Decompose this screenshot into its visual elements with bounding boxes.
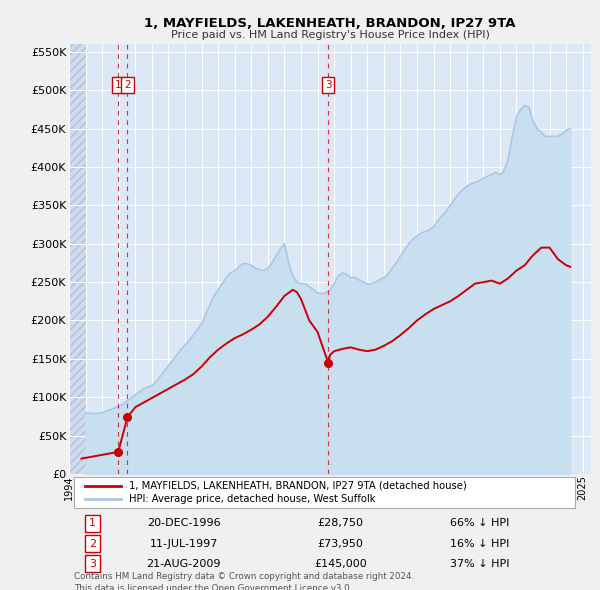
Bar xyxy=(74,477,575,508)
Text: 3: 3 xyxy=(89,559,96,569)
Text: 37% ↓ HPI: 37% ↓ HPI xyxy=(450,559,509,569)
Text: 1: 1 xyxy=(115,80,122,90)
Bar xyxy=(69,44,86,474)
Text: 21-AUG-2009: 21-AUG-2009 xyxy=(146,559,221,569)
Text: 16% ↓ HPI: 16% ↓ HPI xyxy=(450,539,509,549)
Text: £145,000: £145,000 xyxy=(314,559,367,569)
Text: 3: 3 xyxy=(325,80,331,90)
Text: 2: 2 xyxy=(124,80,131,90)
Text: £28,750: £28,750 xyxy=(317,518,364,528)
Text: 1, MAYFIELDS, LAKENHEATH, BRANDON, IP27 9TA: 1, MAYFIELDS, LAKENHEATH, BRANDON, IP27 … xyxy=(144,17,516,30)
Text: 2: 2 xyxy=(89,539,96,549)
Text: HPI: Average price, detached house, West Suffolk: HPI: Average price, detached house, West… xyxy=(129,494,376,504)
Text: Price paid vs. HM Land Registry's House Price Index (HPI): Price paid vs. HM Land Registry's House … xyxy=(170,31,490,40)
Text: 66% ↓ HPI: 66% ↓ HPI xyxy=(450,518,509,528)
Text: 20-DEC-1996: 20-DEC-1996 xyxy=(147,518,221,528)
Text: £73,950: £73,950 xyxy=(317,539,364,549)
Text: 1, MAYFIELDS, LAKENHEATH, BRANDON, IP27 9TA (detached house): 1, MAYFIELDS, LAKENHEATH, BRANDON, IP27 … xyxy=(129,481,467,491)
Text: 11-JUL-1997: 11-JUL-1997 xyxy=(149,539,218,549)
Text: Contains HM Land Registry data © Crown copyright and database right 2024.
This d: Contains HM Land Registry data © Crown c… xyxy=(74,572,415,590)
Text: 1: 1 xyxy=(89,518,96,528)
